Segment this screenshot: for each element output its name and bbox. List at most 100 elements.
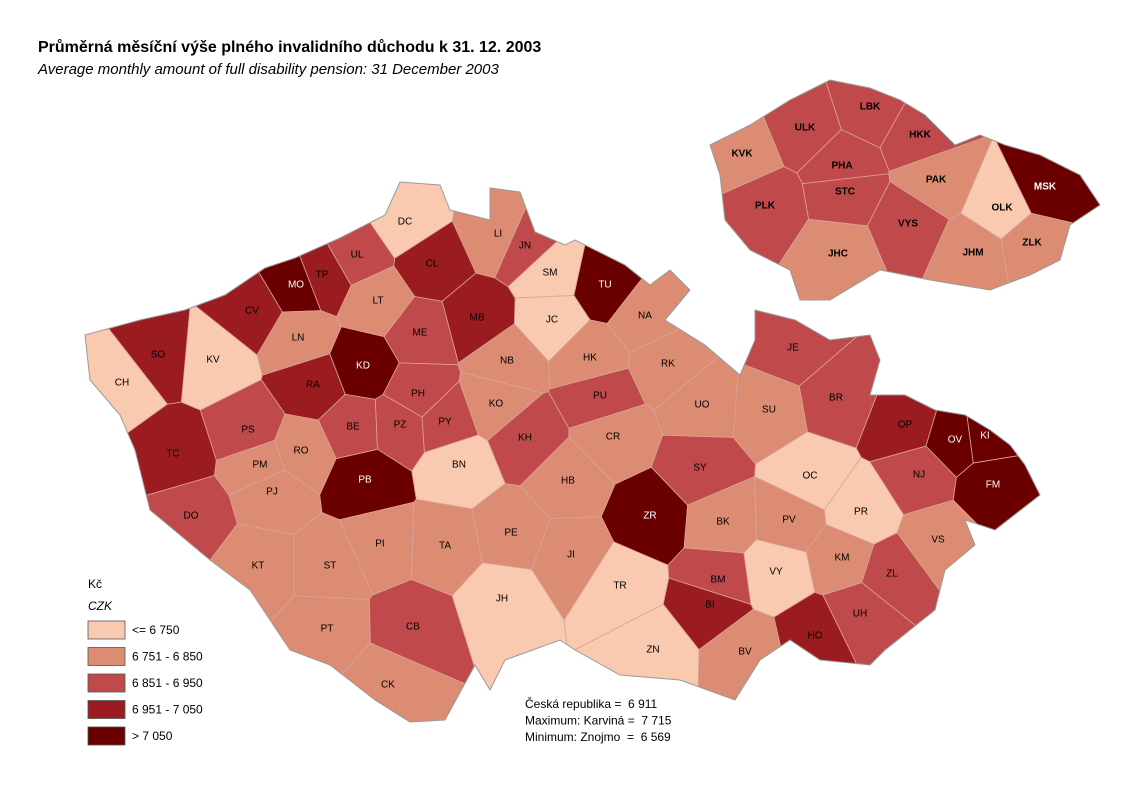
district-label: OV xyxy=(948,435,963,446)
district-label: ST xyxy=(324,561,337,572)
district-label: BE xyxy=(346,422,360,433)
district-label: JI xyxy=(567,550,575,561)
region-label: STC xyxy=(835,187,855,198)
legend: <= 6 750 6 751 - 6 850 6 851 - 6 950 6 951 … xyxy=(87,620,203,746)
district-label: PE xyxy=(504,528,518,539)
legend-swatch xyxy=(87,620,126,640)
district-label: LI xyxy=(494,229,502,240)
summary: Česká republika = 6 911 Maximum: Karviná … xyxy=(525,696,672,744)
district-label: MO xyxy=(288,280,304,291)
district-label: PS xyxy=(241,425,255,436)
district-label: BI xyxy=(705,600,714,611)
region-label: OLK xyxy=(991,203,1013,214)
region-label: JHM xyxy=(962,248,983,259)
district-label: TA xyxy=(439,541,451,552)
district-label: DO xyxy=(184,511,199,522)
district-label: TC xyxy=(166,449,179,460)
district-label: UO xyxy=(695,400,710,411)
district-label: PY xyxy=(438,417,452,428)
district-label: CB xyxy=(406,622,420,633)
district-label: ZL xyxy=(886,569,898,580)
region xyxy=(710,218,910,300)
district-label: SO xyxy=(151,350,166,361)
district-label: KI xyxy=(980,431,989,442)
border xyxy=(709,79,1101,301)
region-label: KVK xyxy=(731,149,753,160)
district xyxy=(952,438,1040,671)
district-label: OC xyxy=(803,471,818,482)
district-label: TR xyxy=(613,581,626,592)
district-label: NJ xyxy=(913,470,925,481)
district-label: RK xyxy=(661,359,675,370)
district-label: ZR xyxy=(643,511,656,522)
summary-line: Maximum: Karviná = 7 715 xyxy=(525,714,672,728)
border xyxy=(84,181,1041,723)
labels: DC LI JN CL UL TP MO SM TU CV LT NA JC MB ME SO KV LN KD CH… xyxy=(115,102,1057,691)
legend-label: > 7 050 xyxy=(132,729,173,743)
district-label: UL xyxy=(351,250,364,261)
region-label: MSK xyxy=(1034,182,1057,193)
district-label: BM xyxy=(711,575,726,586)
district-label: NB xyxy=(500,356,514,367)
district-label: PU xyxy=(593,391,607,402)
district-label: PT xyxy=(321,624,334,635)
district-label: JN xyxy=(519,241,531,252)
district-label: PV xyxy=(782,515,796,526)
district-label: KD xyxy=(356,361,370,372)
district-label: OP xyxy=(898,420,913,431)
region xyxy=(710,166,809,300)
district-label: CL xyxy=(426,259,439,270)
region-label: ULK xyxy=(795,123,816,134)
district-label: MB xyxy=(470,313,485,324)
district-label: LT xyxy=(373,296,384,307)
district-label: ZN xyxy=(646,645,659,656)
district-label: PZ xyxy=(394,420,407,431)
legend-swatch xyxy=(87,700,126,719)
district-label: CV xyxy=(245,306,259,317)
district-label: CK xyxy=(381,680,395,691)
district-label: PB xyxy=(358,475,372,486)
district-label: CR xyxy=(606,432,620,443)
legend-swatch xyxy=(87,726,126,746)
region-label: PLK xyxy=(755,201,776,212)
district-label: PR xyxy=(854,507,868,518)
district-label: KV xyxy=(206,355,220,366)
district-label: PJ xyxy=(266,487,278,498)
district-label: DC xyxy=(398,217,412,228)
region-label: PAK xyxy=(926,175,947,186)
district-label: HK xyxy=(583,353,597,364)
region-label: VYS xyxy=(898,219,918,230)
district-label: VS xyxy=(931,535,945,546)
district-label: UH xyxy=(853,609,867,620)
district-label: RA xyxy=(306,380,320,391)
district-label: LN xyxy=(292,333,305,344)
legend-label: <= 6 750 xyxy=(132,623,180,637)
region-label: HKK xyxy=(909,130,931,141)
region xyxy=(905,212,1096,300)
district-label: SM xyxy=(543,268,558,279)
region-label: LBK xyxy=(860,102,881,113)
district-label: KH xyxy=(518,433,532,444)
district-label: SU xyxy=(762,405,776,416)
district-label: PH xyxy=(411,389,425,400)
district-label: RO xyxy=(294,446,309,457)
district-label: KM xyxy=(835,553,850,564)
title: Průměrná měsíční výše plného invalidního… xyxy=(38,39,541,56)
district-label: TU xyxy=(598,280,611,291)
district-label: KO xyxy=(489,399,504,410)
legend-label: 6 851 - 6 950 xyxy=(132,676,203,690)
district-label: PI xyxy=(375,539,384,550)
region-label: PHA xyxy=(831,161,852,172)
district-label: BN xyxy=(452,460,466,471)
subtitle: Average monthly amount of full disabilit… xyxy=(37,61,499,78)
district-label: SY xyxy=(693,463,707,474)
legend-label: 6 751 - 6 850 xyxy=(132,650,203,664)
legend-swatch xyxy=(87,647,126,666)
region-label: JHC xyxy=(828,249,848,260)
legend-unit: Kč xyxy=(88,577,102,591)
district-label: BR xyxy=(829,393,843,404)
region-label: ZLK xyxy=(1022,238,1042,249)
district-label: NA xyxy=(638,311,652,322)
